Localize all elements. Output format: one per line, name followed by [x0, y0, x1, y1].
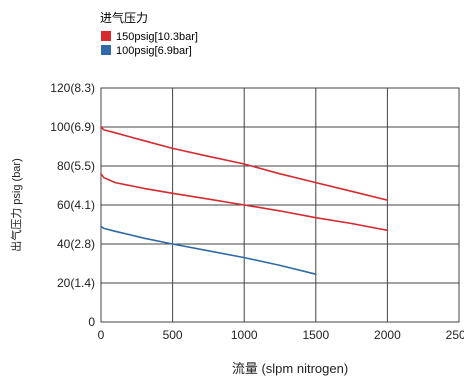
series-layer	[100, 126, 389, 276]
x-tick-label: 1500	[302, 328, 329, 342]
y-tick-label: 40(2.8)	[57, 237, 95, 251]
legend-swatch	[101, 45, 111, 55]
x-tick-label: 500	[163, 328, 183, 342]
x-tick-label: 0	[98, 328, 105, 342]
y-tick-label: 100(6.9)	[50, 120, 95, 134]
y-tick-label: 20(1.4)	[57, 276, 95, 290]
series-line	[100, 173, 389, 232]
x-axis-title: 流量 (slpm nitrogen)	[232, 361, 348, 376]
legend-label: 150psig[10.3bar]	[116, 31, 198, 43]
y-tick-label: 60(4.1)	[57, 198, 95, 212]
series-line	[100, 126, 389, 201]
y-axis-title: 出气压力 psig (bar)	[9, 158, 23, 252]
series-line	[100, 225, 317, 276]
legend-swatch	[101, 31, 111, 41]
y-tick-label: 80(5.5)	[57, 159, 95, 173]
y-tick-label: 0	[88, 315, 95, 329]
legend-label: 100psig[6.9bar]	[116, 45, 192, 57]
x-tick-label: 2000	[374, 328, 401, 342]
legend: 进气压力 150psig[10.3bar] 100psig[6.9bar]	[100, 10, 198, 57]
x-tick-label: 1000	[231, 328, 258, 342]
grid	[100, 87, 460, 323]
legend-title: 进气压力	[100, 10, 148, 25]
y-tick-label: 120(8.3)	[50, 81, 95, 95]
